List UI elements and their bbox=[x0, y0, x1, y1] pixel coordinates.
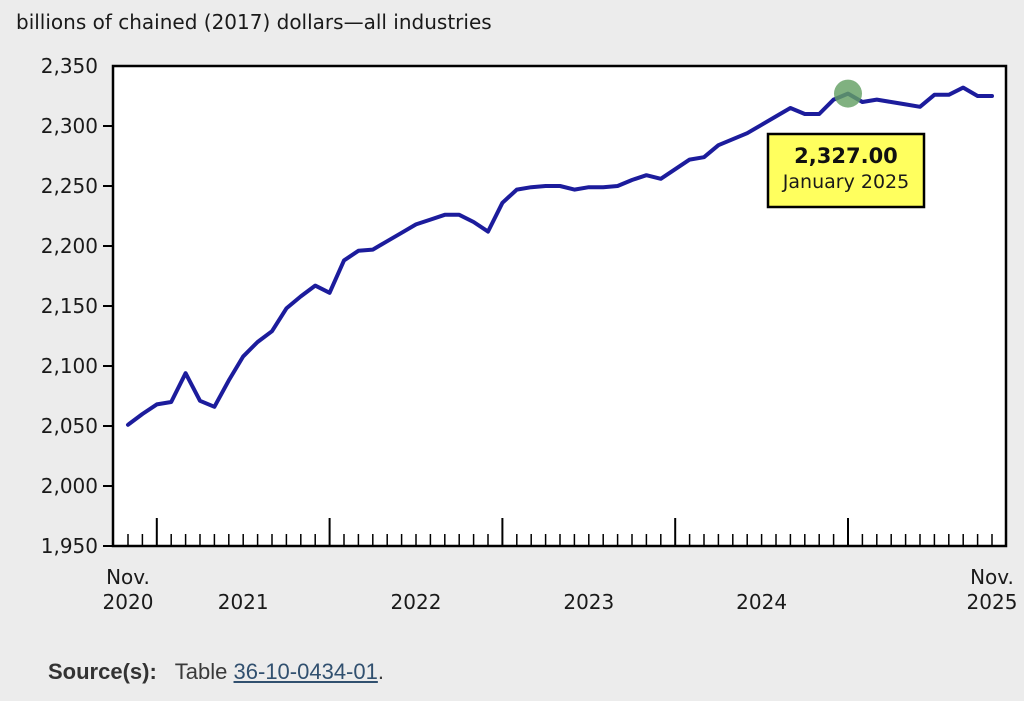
source-text: Table bbox=[174, 659, 234, 684]
chart-title: billions of chained (2017) dollars—all i… bbox=[16, 10, 492, 34]
tooltip-value: 2,327.00 bbox=[794, 144, 898, 168]
y-axis-tick-label: 2,000 bbox=[41, 474, 98, 498]
source-table-link[interactable]: 36-10-0434-01 bbox=[233, 659, 378, 684]
y-axis-tick-label: 2,200 bbox=[41, 234, 98, 258]
source-line: Source(s): Table 36-10-0434-01. bbox=[48, 659, 384, 685]
gdp-line-chart[interactable]: 2,350 2,300 2,250 2,200 2,150 2,100 2,050 2,000… bbox=[0, 0, 1024, 645]
y-axis-tick-label: 2,350 bbox=[41, 54, 98, 78]
x-axis-year-label: 2023 bbox=[563, 590, 614, 614]
y-axis-tick-label: 2,250 bbox=[41, 174, 98, 198]
source-label: Source(s): bbox=[48, 659, 157, 684]
x-axis-year-label: 2024 bbox=[736, 590, 787, 614]
x-axis-year-label: 2021 bbox=[218, 590, 269, 614]
x-axis-year-label: 2025 bbox=[967, 590, 1018, 614]
x-axis-month-label: Nov. bbox=[970, 565, 1014, 589]
y-axis-tick-label: 2,050 bbox=[41, 414, 98, 438]
x-axis-year-label: 2020 bbox=[103, 590, 154, 614]
y-axis-tick-label: 2,100 bbox=[41, 354, 98, 378]
y-axis-tick-label: 1,950 bbox=[41, 534, 98, 558]
y-axis-tick-label: 2,300 bbox=[41, 114, 98, 138]
tooltip-label: January 2025 bbox=[782, 171, 909, 193]
y-axis-tick-label: 2,150 bbox=[41, 294, 98, 318]
tooltip-box bbox=[766, 132, 926, 209]
x-axis-year-label: 2022 bbox=[391, 590, 442, 614]
source-period: . bbox=[377, 659, 384, 684]
x-axis-month-label: Nov. bbox=[106, 565, 150, 589]
highlight-marker[interactable] bbox=[834, 79, 862, 108]
